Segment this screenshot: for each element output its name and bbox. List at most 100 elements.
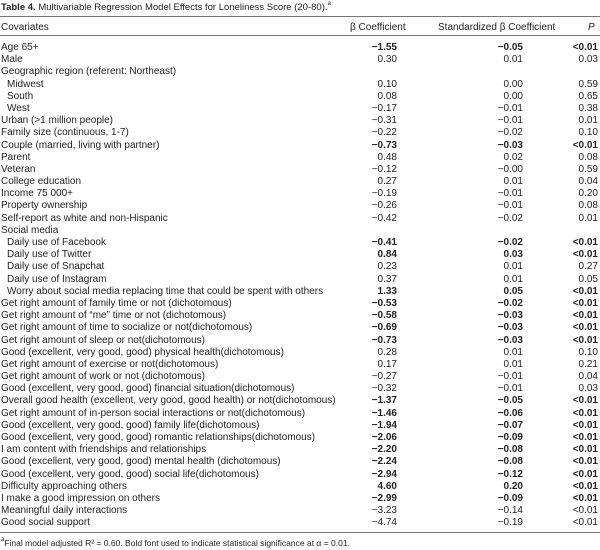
- p-value-cell: 0.04: [578, 176, 598, 188]
- p-value-cell: <0.01: [572, 322, 598, 334]
- table-row: West −0.17 −0.01 0.38: [0, 103, 600, 115]
- std-beta-cell: −0.09: [497, 492, 523, 504]
- std-beta-cell: 0.01: [503, 54, 523, 66]
- beta-cell: 0.84: [377, 249, 397, 261]
- covariate-cell: Worry about social media replacing time …: [7, 285, 324, 297]
- table-row: I am content with friendships and relati…: [0, 444, 600, 456]
- covariate-cell: Daily use of Facebook: [7, 237, 106, 248]
- beta-cell: −0.32: [371, 383, 397, 395]
- beta-cell: 0.48: [377, 151, 397, 163]
- covariate-cell: Midwest: [7, 78, 44, 90]
- p-value-cell: 0.20: [578, 188, 598, 200]
- covariate-cell: Property ownership: [1, 200, 88, 212]
- covariate-cell: Male: [1, 54, 23, 66]
- covariate-cell: Good (excellent, very good, good) romant…: [1, 432, 316, 443]
- beta-cell: −0.26: [371, 200, 397, 212]
- std-beta-cell: −0.01: [497, 115, 523, 127]
- covariate-cell: I am content with friendships and relati…: [1, 444, 207, 456]
- p-value-cell: 0.65: [578, 90, 598, 102]
- table-row: Couple (married, living with partner) −0.…: [0, 140, 600, 152]
- p-value-cell: 0.01: [578, 212, 598, 224]
- covariate-cell: Family size (continuous, 1-7): [1, 127, 129, 139]
- table-row: Get right amount of sleep or not(dichoto…: [0, 335, 600, 347]
- covariate-cell: Parent: [1, 151, 31, 163]
- covariate-cell: Overall good health (excellent, very goo…: [1, 395, 336, 407]
- covariate-cell: Veteran: [1, 163, 36, 175]
- beta-cell: 0.27: [377, 176, 397, 188]
- std-beta-cell: −0.03: [497, 322, 523, 334]
- beta-cell: 1.33: [377, 285, 397, 297]
- p-value-cell: 0.38: [578, 102, 598, 114]
- p-value-cell: <0.01: [572, 419, 598, 431]
- p-value-cell: 0.21: [578, 358, 598, 370]
- std-beta-cell: −0.03: [497, 334, 523, 346]
- p-value-cell: <0.01: [572, 407, 598, 419]
- table-row: Parent 0.48 0.02 0.08: [0, 152, 600, 164]
- std-beta-cell: 0.01: [503, 273, 523, 285]
- beta-cell: −0.41: [371, 237, 397, 248]
- std-beta-cell: −0.07: [497, 419, 523, 431]
- beta-cell: −0.69: [371, 322, 397, 334]
- beta-cell: −0.12: [371, 163, 397, 175]
- p-value-cell: <0.01: [572, 480, 598, 492]
- table-row: Daily use of Instagram 0.37 0.01 0.05: [0, 274, 600, 286]
- covariate-cell: Age 65+: [1, 42, 39, 53]
- p-value-cell: 0.08: [578, 200, 598, 212]
- p-value-cell: <0.01: [572, 517, 598, 529]
- table-row: Daily use of Snapchat 0.23 0.01 0.27: [0, 261, 600, 273]
- table-row: Get right amount of family time or not (…: [0, 298, 600, 310]
- covariate-cell: Get right amount of family time or not (…: [1, 297, 232, 309]
- p-value-cell: 0.10: [578, 127, 598, 139]
- std-beta-cell: −0.14: [497, 505, 523, 517]
- table-row: Good (excellent, very good, good) romant…: [0, 432, 600, 444]
- table-title: Table 4. Multivariable Regression Model …: [1, 1, 331, 13]
- beta-cell: −2.99: [371, 492, 397, 504]
- std-beta-cell: −0.02: [497, 297, 523, 309]
- footnote-text: Final model adjusted R² = 0.60. Bold fon…: [4, 538, 350, 548]
- covariate-cell: Social media: [1, 224, 59, 236]
- p-value-cell: 0.59: [578, 163, 598, 175]
- beta-cell: −1.94: [371, 419, 397, 431]
- beta-cell: −0.19: [371, 188, 397, 200]
- table-row: I make a good impression on others −2.99 −…: [0, 493, 600, 505]
- table-row: Difficulty approaching others 4.60 0.20 <0.…: [0, 481, 600, 493]
- table-row: Get right amount of work or not (dichoto…: [0, 371, 600, 383]
- beta-cell: −0.73: [371, 334, 397, 346]
- covariate-cell: South: [7, 90, 34, 102]
- std-beta-cell: −0.09: [497, 432, 523, 443]
- beta-cell: 0.23: [377, 261, 397, 273]
- footnote: aFinal model adjusted R² = 0.60. Bold fo…: [1, 537, 350, 548]
- p-value-cell: 0.03: [578, 54, 598, 66]
- covariate-cell: Meaningful daily interactions: [1, 505, 128, 517]
- covariate-cell: Daily use of Twitter: [7, 249, 92, 261]
- table-row: Property ownership −0.26 −0.01 0.08: [0, 200, 600, 212]
- std-beta-cell: 0.00: [503, 90, 523, 102]
- beta-cell: −4.74: [371, 517, 397, 529]
- table-row: Good social support −4.74 −0.19 <0.01: [0, 517, 600, 529]
- p-value-cell: 0.01: [578, 115, 598, 127]
- beta-cell: −2.06: [371, 432, 397, 443]
- header-p: P: [588, 22, 595, 33]
- std-beta-cell: 0.02: [503, 151, 523, 163]
- beta-cell: −0.42: [371, 212, 397, 224]
- covariate-cell: Difficulty approaching others: [1, 480, 127, 492]
- covariate-cell: Income 75 000+: [1, 188, 73, 200]
- table-row: Get right amount of in-person social int…: [0, 408, 600, 420]
- std-beta-cell: −0.01: [497, 102, 523, 114]
- std-beta-cell: 0.01: [503, 358, 523, 370]
- covariate-cell: Get right amount of sleep or not(dichoto…: [1, 334, 205, 346]
- table-row: Urban (>1 million people) −0.31 −0.01 0.01: [0, 115, 600, 127]
- covariate-cell: Good (excellent, very good, good) financ…: [1, 383, 295, 395]
- covariate-cell: Get right amount of exercise or not(dich…: [1, 358, 219, 370]
- beta-cell: −3.23: [371, 505, 397, 517]
- p-value-cell: 0.59: [578, 78, 598, 90]
- std-beta-cell: 0.01: [503, 261, 523, 273]
- p-value-cell: <0.01: [572, 297, 598, 309]
- covariate-cell: I make a good impression on others: [1, 492, 160, 504]
- std-beta-cell: −0.05: [497, 395, 523, 407]
- covariate-cell: Good (excellent, very good, good) physic…: [1, 346, 284, 358]
- std-beta-cell: −0.01: [497, 383, 523, 395]
- header-rule: [0, 35, 600, 36]
- p-value-cell: <0.01: [572, 249, 598, 261]
- covariate-cell: West: [7, 102, 30, 114]
